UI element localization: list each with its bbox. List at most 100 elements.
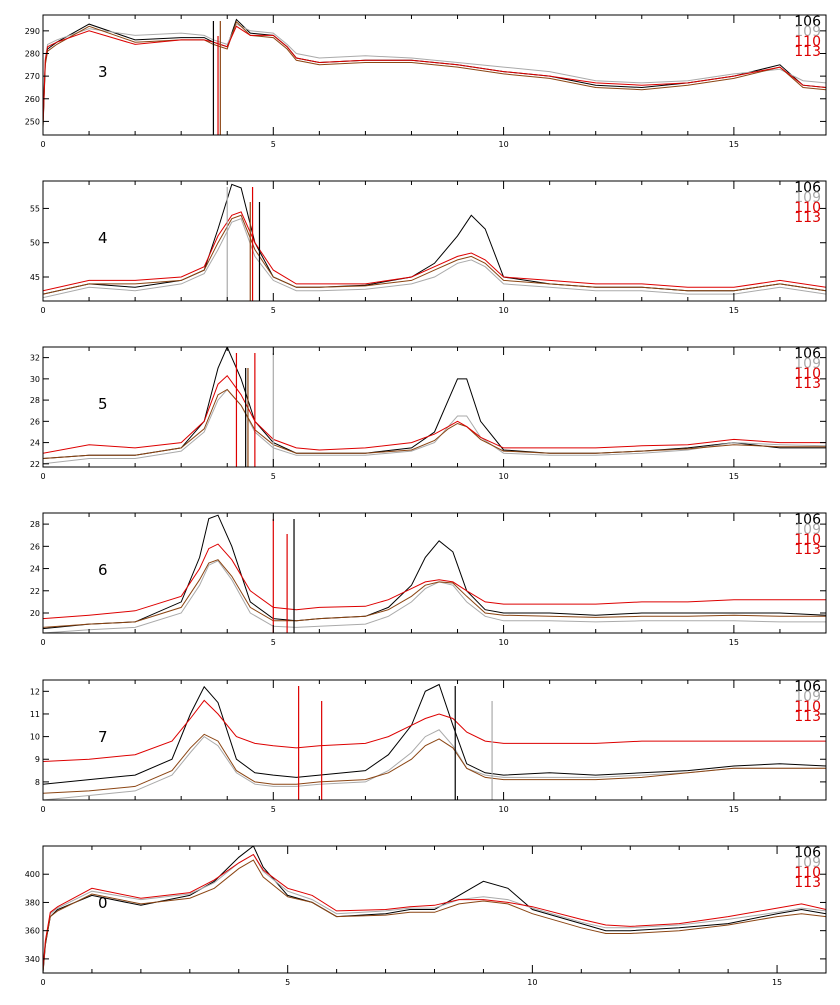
x-tick-label: 5 — [271, 306, 276, 315]
y-tick-label: 270 — [25, 72, 40, 81]
legend-label: 106 — [794, 845, 821, 861]
legend-label: 110 — [794, 200, 821, 216]
y-tick-label: 20 — [30, 609, 40, 618]
panel-label: 0 — [98, 894, 108, 912]
legend-label: 110 — [794, 865, 821, 881]
y-tick-label: 400 — [25, 870, 40, 879]
legend-label: 113 — [794, 709, 821, 725]
y-tick-label: 9 — [35, 755, 40, 764]
x-tick-label: 10 — [498, 472, 508, 481]
x-tick-label: 10 — [498, 638, 508, 647]
y-tick-label: 55 — [30, 204, 40, 213]
series-line-110 — [43, 559, 826, 628]
y-tick-label: 8 — [35, 778, 40, 787]
series-line-113 — [43, 211, 826, 292]
x-tick-label: 0 — [40, 306, 45, 315]
x-tick-label: 0 — [40, 140, 45, 149]
legend-label: 106 — [794, 14, 821, 30]
panel-label: 5 — [98, 395, 108, 413]
y-tick-label: 28 — [30, 396, 40, 405]
y-tick-label: 45 — [30, 273, 40, 282]
y-tick-label: 22 — [30, 587, 40, 596]
series-line-109 — [43, 23, 826, 122]
plot-frame — [42, 346, 827, 468]
panel-label: 4 — [98, 229, 108, 247]
x-tick-label: 5 — [271, 472, 276, 481]
series-line-110 — [43, 859, 826, 972]
series-line-110 — [43, 214, 826, 295]
x-tick-label: 5 — [271, 140, 276, 149]
series-line-110 — [43, 733, 826, 794]
x-tick-label: 15 — [729, 140, 739, 149]
y-tick-label: 26 — [30, 542, 40, 551]
y-tick-label: 340 — [25, 955, 40, 964]
legend-label: 109 — [794, 356, 821, 372]
legend-label: 113 — [794, 875, 821, 891]
x-tick-label: 5 — [271, 638, 276, 647]
y-tick-label: 26 — [30, 417, 40, 426]
series-line-109 — [43, 853, 826, 971]
series-line-109 — [43, 388, 826, 465]
series-line-109 — [43, 729, 826, 800]
legend-label: 110 — [794, 699, 821, 715]
x-tick-label: 5 — [271, 805, 276, 814]
series-line-113 — [43, 543, 826, 620]
x-tick-label: 10 — [527, 978, 537, 987]
x-tick-label: 15 — [729, 472, 739, 481]
legend-label: 106 — [794, 679, 821, 695]
series-line-106 — [43, 683, 826, 785]
plot-frame — [42, 180, 827, 302]
y-tick-label: 360 — [25, 927, 40, 936]
legend-label: 110 — [794, 366, 821, 382]
x-tick-label: 0 — [40, 472, 45, 481]
series-line-110 — [43, 20, 826, 129]
series-line-106 — [43, 347, 826, 459]
x-tick-label: 15 — [772, 978, 782, 987]
series-line-106 — [43, 183, 826, 295]
x-tick-label: 0 — [40, 638, 45, 647]
legend-label: 106 — [794, 346, 821, 362]
series-line-106 — [43, 18, 826, 126]
x-tick-label: 10 — [498, 140, 508, 149]
legend-label: 113 — [794, 542, 821, 558]
y-tick-label: 50 — [30, 239, 40, 248]
y-tick-label: 30 — [30, 375, 40, 384]
plot-frame — [42, 679, 827, 801]
legend-label: 113 — [794, 210, 821, 226]
plot-frame — [42, 512, 827, 634]
legend-label: 113 — [794, 376, 821, 392]
legend-label: 110 — [794, 34, 821, 50]
x-tick-label: 0 — [40, 805, 45, 814]
x-tick-label: 0 — [40, 978, 45, 987]
series-line-113 — [43, 853, 826, 969]
y-tick-label: 12 — [30, 687, 40, 696]
x-tick-label: 15 — [729, 306, 739, 315]
panel-label: 6 — [98, 561, 108, 579]
legend-label: 113 — [794, 44, 821, 60]
series-line-109 — [43, 218, 826, 299]
x-tick-label: 15 — [729, 805, 739, 814]
legend-label: 106 — [794, 512, 821, 528]
y-tick-label: 28 — [30, 520, 40, 529]
panel-label: 7 — [98, 728, 108, 746]
x-tick-label: 10 — [498, 306, 508, 315]
series-line-109 — [43, 560, 826, 633]
legend-label: 109 — [794, 689, 821, 705]
x-tick-label: 15 — [729, 638, 739, 647]
series-line-110 — [43, 388, 826, 459]
x-tick-label: 5 — [285, 978, 290, 987]
series-line-113 — [43, 374, 826, 454]
y-tick-label: 24 — [30, 439, 40, 448]
series-line-113 — [43, 699, 826, 762]
y-tick-label: 250 — [25, 117, 40, 126]
legend-label: 109 — [794, 24, 821, 40]
y-tick-label: 32 — [30, 354, 40, 363]
